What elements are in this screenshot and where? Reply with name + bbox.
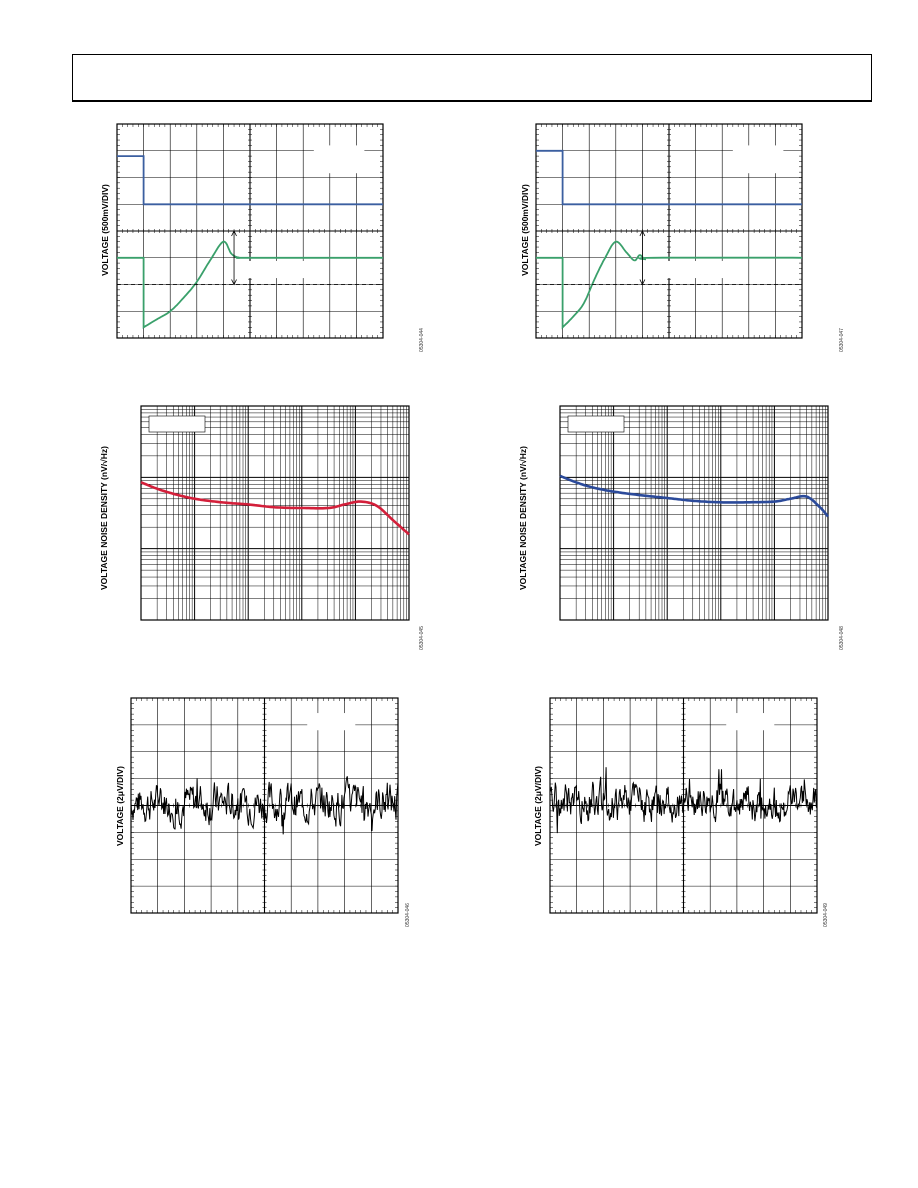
arrow-head <box>231 279 237 286</box>
legend-box <box>148 415 206 433</box>
label-area <box>666 260 731 279</box>
label-area <box>313 145 365 174</box>
y-axis-label: VOLTAGE (500mV/DIV) <box>100 184 110 276</box>
plot-frame <box>140 405 410 621</box>
page-header-box <box>72 54 872 102</box>
plot-frame <box>559 405 829 621</box>
y-axis-label: VOLTAGE (500mV/DIV) <box>520 184 530 276</box>
noise-density-curve <box>140 481 410 536</box>
y-axis-label: VOLTAGE NOISE DENSITY (nV/√Hz) <box>518 446 528 590</box>
label-area <box>307 713 356 731</box>
y-axis-label: VOLTAGE (2μV/DIV) <box>115 766 125 846</box>
arrow-head <box>639 279 646 286</box>
output-response-line <box>117 240 383 329</box>
label-area <box>732 145 784 174</box>
y-axis-label: VOLTAGE (2μV/DIV) <box>533 766 543 846</box>
input-step-line <box>536 149 802 206</box>
figure-id: 05304-049 <box>823 903 829 927</box>
step-response-plot <box>116 123 384 339</box>
figure-id: 05304-044 <box>419 328 425 352</box>
figure-id: 05304-045 <box>419 626 425 650</box>
arrow-head <box>639 230 646 237</box>
label-area <box>247 260 312 279</box>
noise-density-curve <box>559 474 830 518</box>
label-area <box>726 713 775 731</box>
figure-id: 05304-046 <box>405 903 411 927</box>
noise-time-plot <box>130 697 399 914</box>
input-step-line <box>117 155 383 206</box>
step-response-plot <box>535 123 803 339</box>
legend-box <box>567 415 625 433</box>
noise-time-plot <box>549 697 818 914</box>
arrow-head <box>231 230 237 237</box>
noise-density-plot <box>140 405 410 621</box>
output-response-line <box>536 240 803 330</box>
noise-trace <box>549 767 818 834</box>
y-axis-label: VOLTAGE NOISE DENSITY (nV/√Hz) <box>99 446 109 590</box>
figure-id: 05304-048 <box>839 626 845 650</box>
noise-density-plot <box>559 405 830 621</box>
figure-id: 05304-047 <box>839 328 845 352</box>
noise-trace <box>130 776 399 835</box>
